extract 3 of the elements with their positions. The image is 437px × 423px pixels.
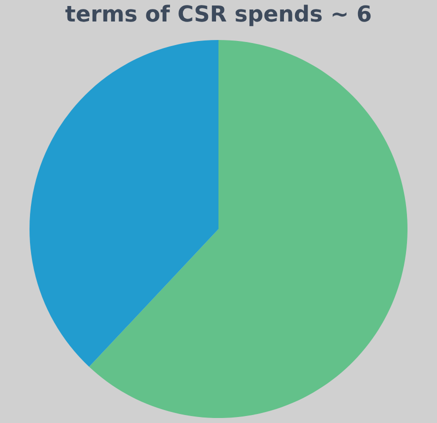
chart-title: terms of CSR spends ~ 6 <box>65 2 372 28</box>
pie-slice <box>30 40 218 367</box>
pie-slice <box>89 40 408 418</box>
